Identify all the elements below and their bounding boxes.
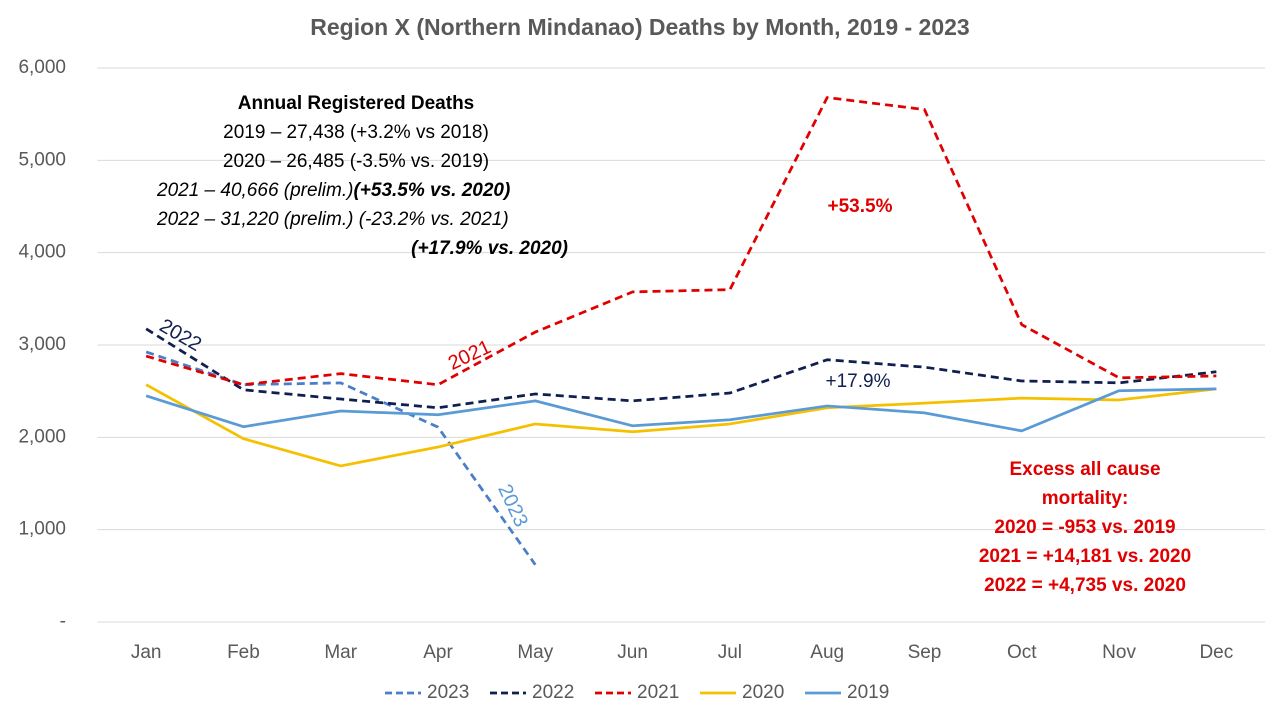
notes-line: (+17.9% vs. 2020): [411, 238, 568, 259]
y-tick-label: 6,000: [18, 57, 66, 78]
x-tick-label: Dec: [1199, 642, 1233, 663]
annotation: +17.9%: [826, 371, 891, 392]
notes-part: 2021 – 40,666 (prelim.): [156, 180, 353, 201]
x-tick-label: Apr: [423, 642, 453, 663]
series-line: [145, 350, 537, 566]
x-tick-label: Oct: [1007, 642, 1037, 663]
excess-note: 2020 = -953 vs. 2019: [994, 517, 1175, 538]
series-line: [145, 327, 1217, 410]
series-line: [145, 387, 1217, 433]
legend-label: 2020: [742, 682, 784, 703]
notes-line: 2022 – 31,220 (prelim.) (-23.2% vs. 2021…: [156, 209, 509, 230]
notes-line: 2021 – 40,666 (prelim.)(+53.5% vs. 2020): [156, 180, 510, 201]
notes-part: (+53.5% vs. 2020): [353, 180, 510, 201]
legend-label: 2021: [637, 682, 679, 703]
x-tick-label: Jul: [718, 642, 742, 663]
x-tick-label: Feb: [227, 642, 260, 663]
y-tick-label: 4,000: [18, 242, 66, 263]
series-line: [145, 383, 1217, 468]
annotation: +53.5%: [828, 196, 893, 217]
chart-title: Region X (Northern Mindanao) Deaths by M…: [310, 14, 969, 40]
line-label: 2023: [493, 481, 532, 531]
series-line: [145, 96, 1217, 387]
x-tick-label: Nov: [1102, 642, 1136, 663]
x-tick-label: Sep: [908, 642, 942, 663]
plot: - 1,000 2,000 3,000 4,000 5,000 6,000 Jan Feb Mar…: [18, 57, 1265, 703]
legend-label: 2019: [847, 682, 889, 703]
notes-heading: Annual Registered Deaths: [238, 93, 475, 114]
y-tick-label: 3,000: [18, 334, 66, 355]
y-tick-label: -: [60, 611, 66, 632]
notes-line: 2020 – 26,485 (-3.5% vs. 2019): [223, 151, 489, 172]
x-tick-label: Mar: [324, 642, 357, 663]
x-tick-label: Jun: [617, 642, 648, 663]
legend-label: 2023: [427, 682, 469, 703]
y-tick-label: 2,000: [18, 426, 66, 447]
x-tick-label: May: [517, 642, 553, 663]
excess-note: 2021 = +14,181 vs. 2020: [979, 546, 1191, 567]
notes-line: 2019 – 27,438 (+3.2% vs 2018): [223, 122, 489, 143]
excess-note: Excess all cause: [1009, 459, 1160, 480]
y-tick-label: 5,000: [18, 149, 66, 170]
x-tick-label: Jan: [131, 642, 162, 663]
y-tick-label: 1,000: [18, 519, 66, 540]
excess-note: 2022 = +4,735 vs. 2020: [984, 575, 1186, 596]
excess-note: mortality:: [1042, 488, 1129, 509]
legend-label: 2022: [532, 682, 574, 703]
x-tick-label: Aug: [810, 642, 844, 663]
